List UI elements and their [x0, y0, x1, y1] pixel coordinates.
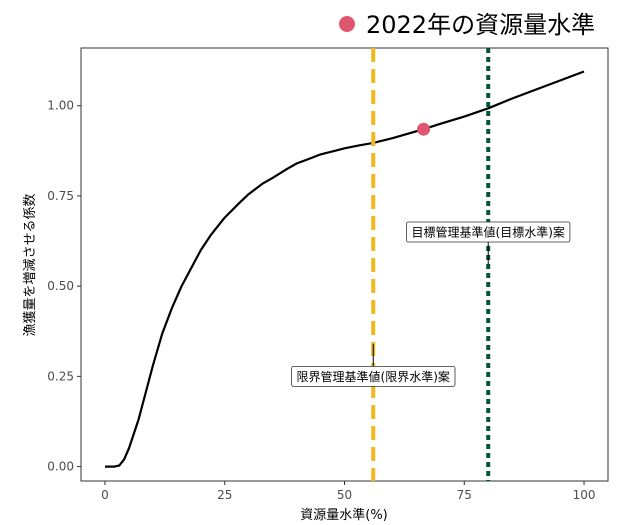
x-tick-label-25: 25: [217, 488, 232, 502]
y-tick-label-0: 0.00: [47, 460, 74, 474]
legend-label: 2022年の資源量水準: [366, 11, 595, 39]
y-axis-title: 漁獲量を増減させる係数: [22, 193, 38, 336]
x-tick-label-100: 100: [573, 488, 596, 502]
y-tick-label-1: 1.00: [47, 99, 74, 113]
plot-panel: [80, 47, 609, 482]
x-axis-title: 資源量水準(%): [300, 507, 388, 523]
annotations: 限界管理基準値(限界水準)案 目標管理基準値(目標水準)案: [291, 221, 571, 387]
annotation-text-1: 目標管理基準値(目標水準)案: [412, 225, 565, 240]
legend-marker-highlight: [339, 16, 355, 32]
y-tick-label-0.5: 0.50: [47, 279, 74, 293]
annotation-box-1: [406, 221, 571, 243]
annotation-box-0: [291, 365, 456, 387]
y-tick-label-0.25: 0.25: [47, 369, 74, 383]
series-layer: [105, 70, 585, 468]
x-tick-label-0: 0: [101, 488, 109, 502]
axes: 0 25 50 75 100 0.00 0.25 0.50 0.75 1.00: [47, 99, 595, 502]
series-line-0: [105, 70, 585, 468]
highlight-point: [417, 122, 431, 136]
annotation-label-1: 目標管理基準値(目標水準)案: [406, 221, 571, 243]
annotation-label-0: 限界管理基準値(限界水準)案: [291, 365, 456, 387]
annotation-text-0: 限界管理基準値(限界水準)案: [297, 369, 450, 384]
x-tick-label-75: 75: [457, 488, 472, 502]
x-tick-label-50: 50: [337, 488, 352, 502]
y-tick-label-0.75: 0.75: [47, 189, 74, 203]
highlight-layer: [417, 122, 431, 136]
legend: 2022年の資源量水準: [339, 11, 595, 39]
